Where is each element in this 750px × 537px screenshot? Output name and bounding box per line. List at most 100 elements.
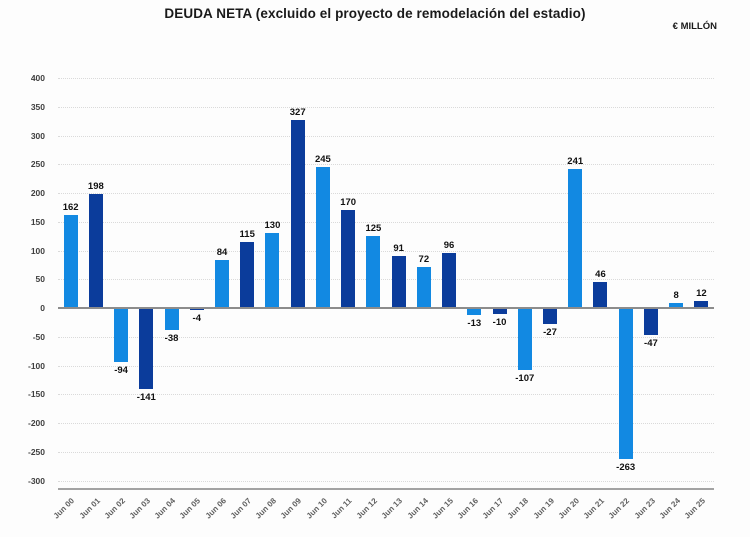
gridline [58, 365, 714, 367]
bar-jun-25 [694, 301, 709, 308]
gridline [58, 193, 714, 194]
gridline [58, 164, 714, 166]
bar-jun-04 [164, 308, 179, 330]
x-tick-label: Jun 06 [203, 496, 228, 521]
x-tick-label: Jun 09 [279, 496, 304, 521]
plot-area: 162 198 -94 -141 -38 -4 84 115 130 327 245 170 125 91… [58, 58, 714, 490]
bar-value-label: -10 [492, 316, 507, 328]
bar-jun-24 [669, 303, 684, 308]
x-tick-label: Jun 13 [379, 496, 405, 521]
y-tick-label: -250 [27, 446, 45, 457]
x-tick-label: Jun 15 [430, 496, 455, 521]
x-tick-label: Jun 10 [304, 496, 329, 521]
x-tick-label: Jun 00 [51, 496, 77, 521]
bar-value-label: 245 [314, 154, 331, 166]
bar-value-label: 115 [239, 228, 255, 240]
x-tick-label: Jun 17 [480, 496, 506, 521]
x-tick-label: Jun 04 [152, 496, 178, 521]
zero-axis-line [58, 307, 714, 309]
x-tick-label: Jun 02 [102, 496, 127, 521]
x-tick-label: Jun 07 [228, 496, 253, 521]
bar-jun-14 [416, 266, 431, 308]
bar-value-label: 8 [673, 290, 679, 302]
gridline [58, 135, 714, 137]
bar-jun-18 [517, 308, 532, 370]
x-tick-label: Jun 08 [253, 496, 279, 521]
bar-value-label: 12 [696, 288, 707, 300]
y-tick-label: -200 [27, 418, 45, 428]
y-tick-label: -300 [27, 475, 45, 486]
x-tick-label: Jun 03 [127, 496, 152, 521]
x-tick-label: Jun 21 [581, 496, 607, 521]
bar-value-label: -4 [192, 313, 201, 325]
bar-jun-23 [643, 308, 658, 336]
gridline [58, 106, 714, 108]
bar-value-label: 327 [289, 106, 306, 118]
y-tick-label: 300 [30, 130, 45, 141]
y-tick-label: -150 [27, 389, 45, 400]
bar-jun-05 [189, 308, 204, 311]
bar-value-label: -94 [114, 365, 128, 377]
bar-value-label: 72 [418, 253, 430, 265]
gridline [58, 250, 714, 252]
gridline [58, 394, 714, 396]
x-tick-label: Jun 23 [632, 496, 657, 521]
bar-value-label: -27 [543, 326, 557, 338]
gridline [58, 78, 714, 79]
gridline [58, 221, 714, 223]
bar-jun-08 [265, 233, 280, 308]
bar-jun-16 [467, 308, 482, 316]
bar-jun-07 [240, 241, 255, 308]
bar-value-label: -38 [164, 332, 179, 344]
bar-jun-12 [366, 236, 381, 308]
gridline [58, 279, 714, 281]
bar-value-label: -13 [467, 318, 482, 330]
units-label: € MILLÓN [672, 21, 717, 32]
bar-value-label: 162 [62, 201, 79, 213]
y-tick-label: 250 [30, 159, 45, 170]
bar-jun-02 [114, 308, 129, 363]
x-tick-label: Jun 19 [531, 496, 556, 521]
bar-jun-20 [568, 169, 583, 308]
bar-jun-11 [341, 210, 356, 308]
bar-value-label: -263 [616, 462, 636, 474]
x-tick-label: Jun 25 [682, 496, 708, 521]
bar-value-label: 46 [595, 268, 606, 280]
gridline [58, 480, 714, 482]
x-tick-label: Jun 14 [405, 496, 430, 521]
y-tick-label: 0 [40, 303, 45, 313]
x-tick-label: Jun 16 [455, 496, 480, 521]
y-tick-label: 400 [30, 73, 45, 83]
bar-jun-17 [492, 308, 507, 314]
bar-jun-13 [391, 255, 406, 308]
y-tick-label: 350 [30, 101, 45, 112]
x-tick-label: Jun 20 [556, 496, 581, 521]
bar-value-label: 241 [567, 156, 584, 168]
y-tick-label: 150 [30, 216, 45, 227]
x-tick-label: Jun 18 [506, 496, 531, 521]
bar-value-label: 84 [216, 246, 228, 258]
y-tick-label: 50 [35, 274, 45, 285]
bar-jun-21 [593, 281, 608, 308]
bar-value-label: -107 [515, 372, 535, 384]
bar-value-label: -47 [644, 338, 658, 350]
x-tick-label: Jun 24 [657, 496, 682, 521]
x-tick-label: Jun 22 [607, 496, 632, 521]
x-tick-label: Jun 01 [77, 496, 102, 521]
bar-jun-10 [315, 167, 330, 308]
bar-value-label: 198 [87, 181, 104, 193]
x-tick-label: Jun 12 [354, 496, 380, 521]
bar-jun-06 [215, 259, 229, 308]
bar-jun-09 [290, 119, 305, 308]
bar-value-label: 170 [340, 197, 357, 209]
gridline [58, 451, 714, 453]
bar-jun-03 [139, 308, 154, 390]
bar-value-label: -141 [136, 392, 156, 404]
bar-value-label: 96 [443, 239, 455, 251]
bar-jun-22 [618, 308, 633, 460]
gridline [58, 336, 714, 338]
bar-value-label: 130 [264, 220, 281, 232]
y-tick-label: -100 [27, 360, 45, 371]
y-tick-label: -50 [32, 331, 45, 342]
